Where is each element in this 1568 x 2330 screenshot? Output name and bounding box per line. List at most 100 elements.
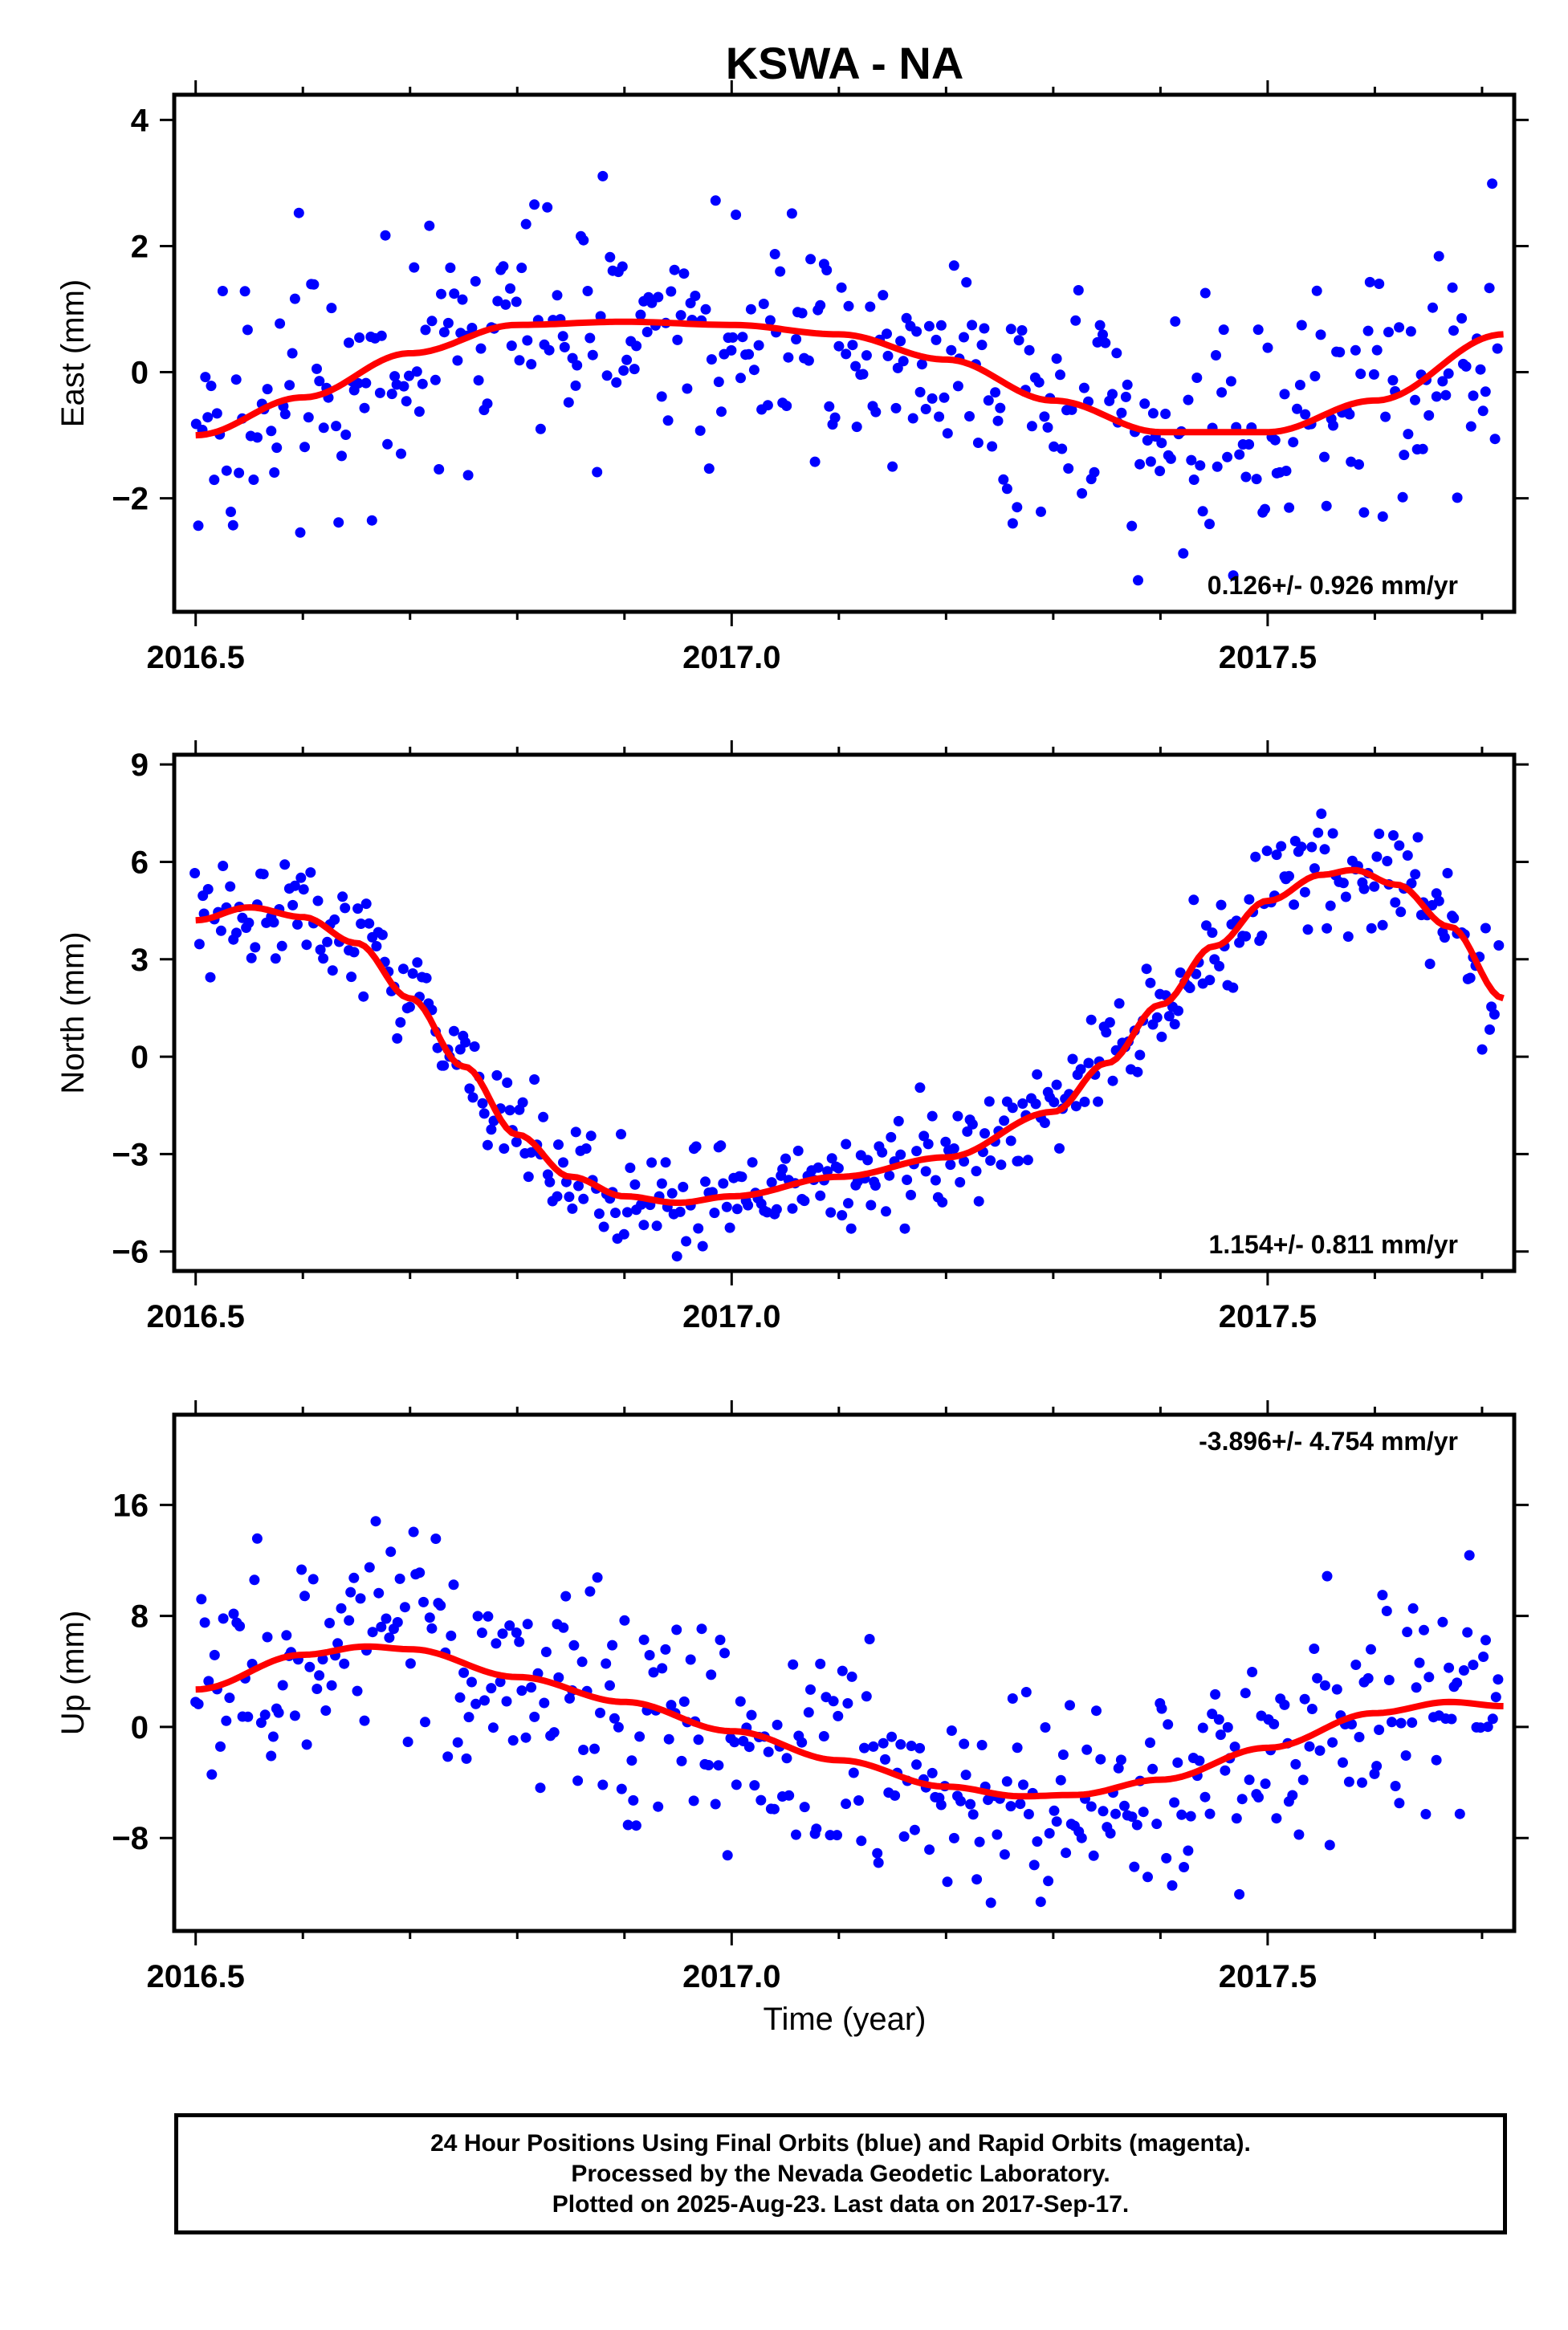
data-point	[1145, 977, 1156, 988]
data-point	[597, 170, 609, 181]
data-point	[630, 1820, 641, 1831]
data-point	[696, 1623, 707, 1635]
data-point	[560, 1591, 572, 1602]
data-point	[1107, 389, 1118, 400]
data-point	[999, 1849, 1010, 1860]
data-point	[1151, 1012, 1163, 1023]
data-point	[1218, 324, 1229, 336]
data-point	[1319, 1680, 1330, 1691]
data-point	[1042, 422, 1053, 433]
data-point	[584, 332, 596, 344]
data-point	[780, 1153, 791, 1164]
data-point	[685, 1654, 696, 1665]
data-point	[397, 963, 409, 975]
data-point	[217, 286, 228, 296]
data-point	[843, 1198, 853, 1209]
data-point	[766, 1177, 777, 1188]
data-point	[1371, 1761, 1383, 1772]
data-point	[267, 1731, 279, 1742]
data-point	[1133, 575, 1143, 586]
data-point	[1110, 1808, 1121, 1819]
data-point	[463, 1712, 474, 1723]
data-point	[781, 1753, 792, 1764]
data-point	[1314, 1745, 1326, 1756]
data-point	[906, 1189, 916, 1200]
data-point	[895, 1149, 906, 1160]
data-point	[1039, 1118, 1050, 1128]
data-point	[1271, 1813, 1282, 1824]
data-point	[322, 936, 333, 947]
data-point	[1477, 405, 1489, 417]
data-point	[582, 286, 593, 296]
data-point	[1066, 404, 1077, 415]
data-point	[693, 1734, 704, 1745]
data-point	[1051, 353, 1062, 365]
data-point	[901, 312, 912, 324]
data-point	[1211, 350, 1221, 360]
data-point	[413, 406, 425, 418]
data-point	[193, 520, 204, 532]
data-point	[846, 1671, 857, 1682]
data-point	[1296, 320, 1307, 331]
x-tick-label: 2017.0	[682, 640, 780, 675]
data-point	[1489, 434, 1501, 445]
data-point	[486, 1683, 497, 1694]
data-point	[318, 422, 329, 434]
data-point	[312, 895, 324, 906]
data-point	[758, 299, 769, 309]
data-point	[1101, 1027, 1112, 1038]
data-point	[578, 1745, 589, 1755]
data-point	[1458, 1665, 1469, 1676]
data-point	[1377, 511, 1388, 522]
data-point	[1364, 276, 1375, 287]
data-point	[405, 1658, 416, 1669]
data-point	[1250, 851, 1261, 862]
data-point	[1423, 1672, 1435, 1683]
x-tick-label: 2016.5	[147, 1959, 245, 1994]
data-point	[249, 1574, 260, 1586]
data-point	[1001, 1776, 1012, 1787]
data-point	[205, 972, 216, 983]
data-point	[227, 519, 238, 531]
data-point	[1304, 1741, 1315, 1752]
data-point	[1051, 1079, 1062, 1090]
data-point	[1410, 869, 1421, 880]
data-point	[1253, 1792, 1264, 1802]
data-point	[340, 902, 351, 914]
data-point	[1374, 1725, 1385, 1735]
data-point	[1098, 329, 1108, 340]
data-point	[558, 1622, 569, 1633]
data-point	[841, 348, 852, 360]
data-point	[927, 393, 938, 404]
data-point	[398, 381, 409, 392]
data-point	[572, 1775, 584, 1786]
x-tick-label: 2017.5	[1219, 640, 1317, 675]
data-point	[959, 1738, 970, 1750]
data-point	[1126, 1811, 1138, 1823]
data-point	[878, 1737, 889, 1749]
data-point	[772, 1719, 783, 1730]
data-point	[307, 1574, 319, 1585]
data-point	[1017, 1098, 1028, 1109]
data-point	[799, 1802, 810, 1813]
data-point	[881, 1206, 891, 1217]
data-point	[225, 881, 236, 892]
data-point	[995, 402, 1006, 413]
data-point	[694, 425, 706, 436]
data-point	[462, 470, 474, 481]
footer-box: 24 Hour Positions Using Final Orbits (bl…	[174, 2113, 1507, 2234]
data-point	[360, 377, 372, 389]
data-point	[491, 1638, 502, 1649]
data-point	[822, 1166, 833, 1177]
data-point	[1013, 1155, 1024, 1167]
data-point	[825, 1207, 837, 1218]
data-point	[1055, 1774, 1066, 1786]
up-y-axis-label: Up (mm)	[55, 1611, 91, 1736]
data-point	[1427, 302, 1438, 313]
data-point	[1222, 451, 1233, 462]
data-point	[1407, 1603, 1419, 1614]
y-tick-label: 4	[131, 103, 149, 138]
data-point	[1262, 342, 1273, 353]
data-point	[746, 1709, 757, 1721]
data-point	[277, 1680, 288, 1691]
